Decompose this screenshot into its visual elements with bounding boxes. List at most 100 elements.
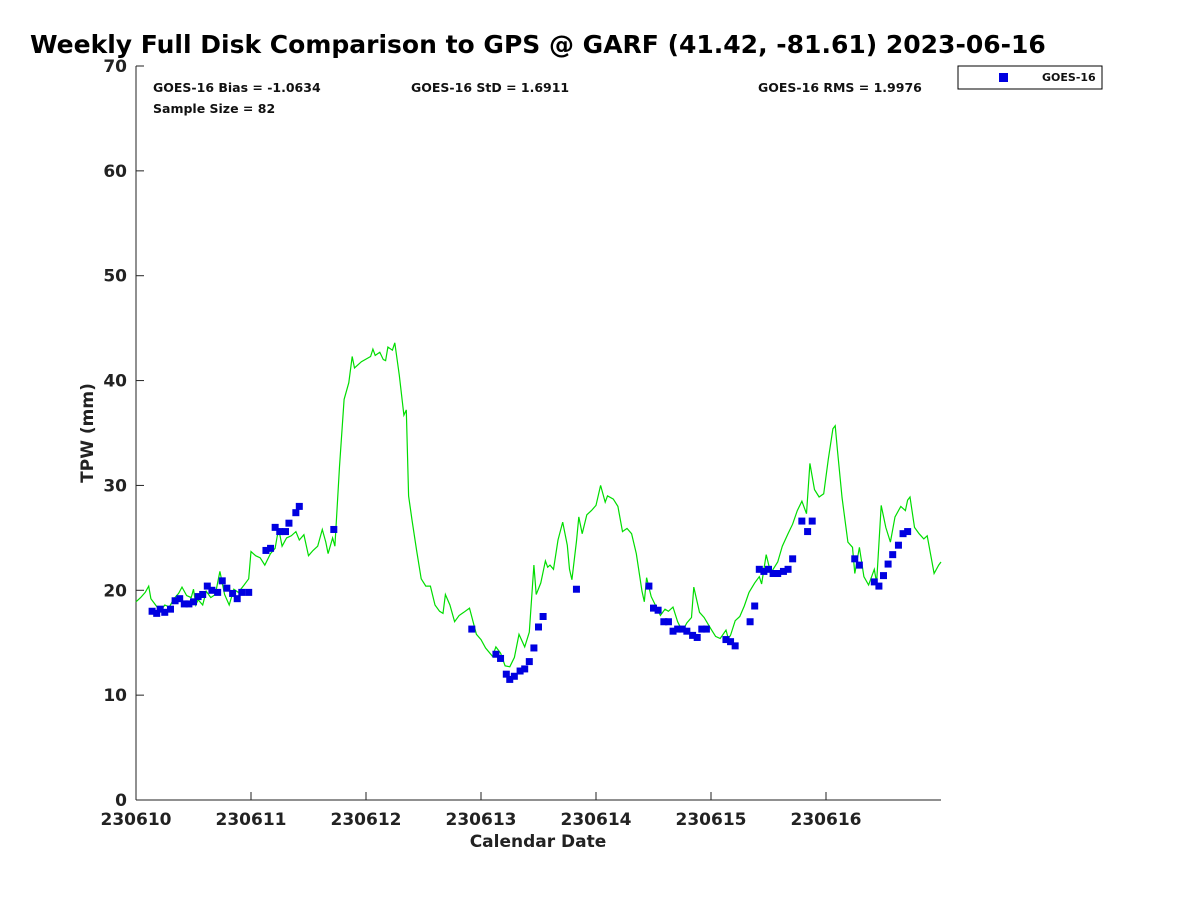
y-tick-label: 30 <box>103 476 127 496</box>
goes16-point <box>731 642 739 650</box>
y-tick-label: 10 <box>103 686 127 706</box>
goes16-point <box>176 595 184 603</box>
x-tick-label: 230616 <box>791 810 862 830</box>
sample-size-stat: Sample Size = 82 <box>153 101 275 116</box>
rms-stat: GOES-16 RMS = 1.9976 <box>758 80 922 95</box>
goes16-point <box>894 541 902 549</box>
x-axis-label: Calendar Date <box>470 832 607 852</box>
goes16-point <box>161 608 169 616</box>
goes16-point <box>660 618 668 626</box>
goes16-point <box>650 604 657 612</box>
goes16-point <box>774 570 782 578</box>
y-tick-label: 50 <box>103 267 127 287</box>
goes16-point <box>884 560 892 568</box>
goes16-point <box>190 598 197 606</box>
goes16-point <box>214 588 222 596</box>
y-tick-label: 40 <box>103 372 127 392</box>
goes16-point <box>516 667 524 675</box>
goes16-point <box>769 570 777 578</box>
goes16-point <box>148 607 156 615</box>
x-tick-label: 230612 <box>331 810 402 830</box>
goes16-point <box>233 595 241 603</box>
goes16-point <box>645 582 653 590</box>
goes16-point <box>784 565 792 573</box>
goes16-point <box>497 654 505 662</box>
x-tick-label: 230610 <box>101 810 172 830</box>
goes16-point <box>199 590 207 598</box>
goes16-point <box>530 644 538 652</box>
goes16-point <box>889 551 897 559</box>
y-tick-label: 60 <box>103 162 127 182</box>
goes16-point <box>678 625 686 633</box>
goes16-point <box>276 528 284 536</box>
goes16-point <box>223 584 231 592</box>
goes16-point <box>171 597 179 605</box>
goes16-point <box>870 578 878 586</box>
goes16-point <box>755 565 763 573</box>
goes16-point <box>855 561 863 569</box>
goes16-point <box>185 600 193 608</box>
goes16-point <box>521 665 529 673</box>
goes16-point <box>674 625 682 633</box>
x-tick-label: 230613 <box>446 810 517 830</box>
goes16-point <box>502 670 510 678</box>
gps-tpw-line <box>135 342 942 668</box>
y-axis-label: TPW (mm) <box>78 383 98 483</box>
goes16-point <box>722 636 730 644</box>
goes16-point <box>180 600 188 608</box>
goes16-point <box>539 613 547 620</box>
goes16-point <box>664 618 672 626</box>
goes16-point <box>727 638 735 646</box>
legend-marker <box>999 73 1008 82</box>
goes16-point <box>904 528 912 536</box>
bias-stat: GOES-16 Bias = -1.0634 <box>153 80 321 95</box>
goes16-point <box>194 593 202 601</box>
goes16-point <box>525 658 533 666</box>
goes16-point <box>262 546 270 554</box>
goes16-point <box>789 555 797 563</box>
goes16-point <box>875 582 883 590</box>
goes16-point <box>765 565 772 573</box>
goes16-point <box>851 555 859 563</box>
goes16-point <box>468 625 476 633</box>
goes16-point <box>746 618 754 626</box>
x-tick-label: 230614 <box>561 810 632 830</box>
goes16-point <box>156 605 164 613</box>
legend: GOES-16 <box>957 65 1103 90</box>
goes16-point <box>285 519 293 527</box>
goes16-point <box>535 623 542 631</box>
plot-area: 0 10 20 30 40 50 60 70 230610 230611 230612 230613 2… <box>101 57 942 830</box>
goes16-point <box>779 567 787 575</box>
goes16-point <box>229 589 237 597</box>
goes16-point <box>798 517 806 525</box>
goes16-point <box>572 585 580 593</box>
goes16-point <box>282 528 289 536</box>
goes16-point <box>267 544 275 552</box>
goes16-point <box>153 609 161 617</box>
goes16-point <box>804 528 812 536</box>
goes16-point <box>702 625 710 633</box>
goes16-point <box>808 517 816 525</box>
goes16-point <box>760 567 768 575</box>
goes16-point <box>218 577 226 585</box>
y-tick-label: 20 <box>103 581 127 601</box>
goes16-point <box>245 588 253 596</box>
goes16-point <box>295 502 303 510</box>
legend-box <box>957 65 1103 90</box>
goes16-point <box>492 650 500 658</box>
goes16-point <box>669 627 677 635</box>
goes16-point <box>698 625 706 633</box>
x-tick-label: 230615 <box>676 810 747 830</box>
std-stat: GOES-16 StD = 1.6911 <box>411 80 569 95</box>
goes16-point <box>880 572 887 580</box>
goes16-point <box>203 582 211 590</box>
goes16-point <box>271 523 279 531</box>
y-tick-label: 0 <box>115 791 127 811</box>
goes16-point <box>510 672 518 680</box>
legend-label: GOES-16 <box>1042 71 1096 84</box>
goes16-point <box>506 675 514 683</box>
goes16-point <box>292 509 300 517</box>
goes16-point <box>330 525 338 533</box>
goes16-point <box>238 588 246 596</box>
